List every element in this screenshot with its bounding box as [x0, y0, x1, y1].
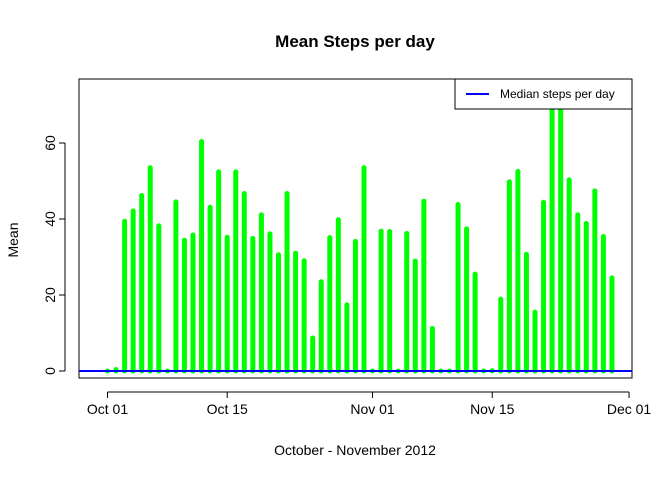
x-tick-label: Oct 01 — [87, 401, 128, 417]
plot-box — [78, 78, 633, 379]
y-tick-label: 20 — [42, 287, 58, 303]
x-tick-label: Dec 01 — [607, 401, 652, 417]
x-tick-label: Oct 15 — [207, 401, 248, 417]
y-tick-label: 0 — [42, 367, 58, 375]
x-axis-label: October - November 2012 — [274, 442, 436, 458]
x-tick-label: Nov 01 — [350, 401, 395, 417]
legend-label-median: Median steps per day — [500, 87, 615, 101]
legend: Median steps per day — [454, 78, 633, 110]
y-axis: 0 20 40 60 — [42, 135, 66, 375]
x-axis: Oct 01 Oct 15 Nov 01 Nov 15 Dec 01 — [87, 391, 652, 417]
x-tick-label: Nov 15 — [470, 401, 515, 417]
bars — [105, 88, 615, 374]
chart-title: Mean Steps per day — [275, 32, 435, 51]
y-tick-label: 40 — [42, 211, 58, 227]
y-axis-label: Mean — [5, 222, 21, 257]
y-tick-label: 60 — [42, 135, 58, 151]
